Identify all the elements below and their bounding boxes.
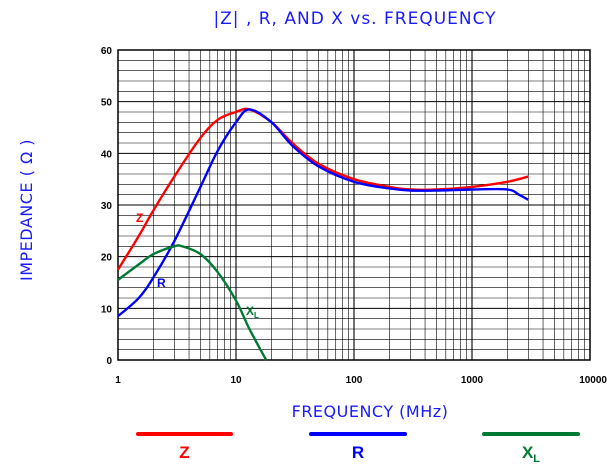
x-tick-labels: 1 10 100 1000 10000 <box>115 375 607 386</box>
curve-labels: Z R XL <box>136 211 259 320</box>
x-tick-label: 1 <box>115 375 121 386</box>
plot-frame <box>117 49 591 361</box>
legend-label-z: Z <box>179 443 189 462</box>
curve-label-x: XL <box>246 304 259 320</box>
x-tick-label: 10000 <box>579 375 607 386</box>
chart-title: |Z| , R, AND X vs. FREQUENCY <box>213 9 496 29</box>
y-axis-label: IMPEDANCE ( Ω ) <box>17 139 36 281</box>
y-tick-label: 40 <box>101 149 113 160</box>
y-tick-label: 10 <box>101 304 113 315</box>
x-axis-label: FREQUENCY (MHz) <box>292 402 449 421</box>
curve-label-r: R <box>157 276 166 290</box>
curve-label-subscript: L <box>254 311 259 320</box>
y-tick-label: 0 <box>106 356 112 367</box>
x-tick-label: 10 <box>230 375 242 386</box>
series-x-line <box>117 244 268 361</box>
grid <box>118 50 590 360</box>
x-tick-label: 100 <box>346 375 363 386</box>
legend-label-r: R <box>352 443 364 462</box>
y-tick-label: 20 <box>101 253 113 264</box>
x-tick-label: 1000 <box>461 375 484 386</box>
curves <box>116 107 529 361</box>
legend: Z R XL <box>136 432 580 465</box>
y-tick-label: 60 <box>101 46 113 57</box>
y-tick-labels: 0 10 20 30 40 50 60 <box>101 46 113 367</box>
legend-subscript: L <box>533 453 540 465</box>
curve-label-z: Z <box>136 211 143 225</box>
legend-label-x: XL <box>522 443 540 465</box>
series-r-line <box>117 108 529 318</box>
y-tick-label: 50 <box>101 98 113 109</box>
y-tick-label: 30 <box>101 201 113 212</box>
